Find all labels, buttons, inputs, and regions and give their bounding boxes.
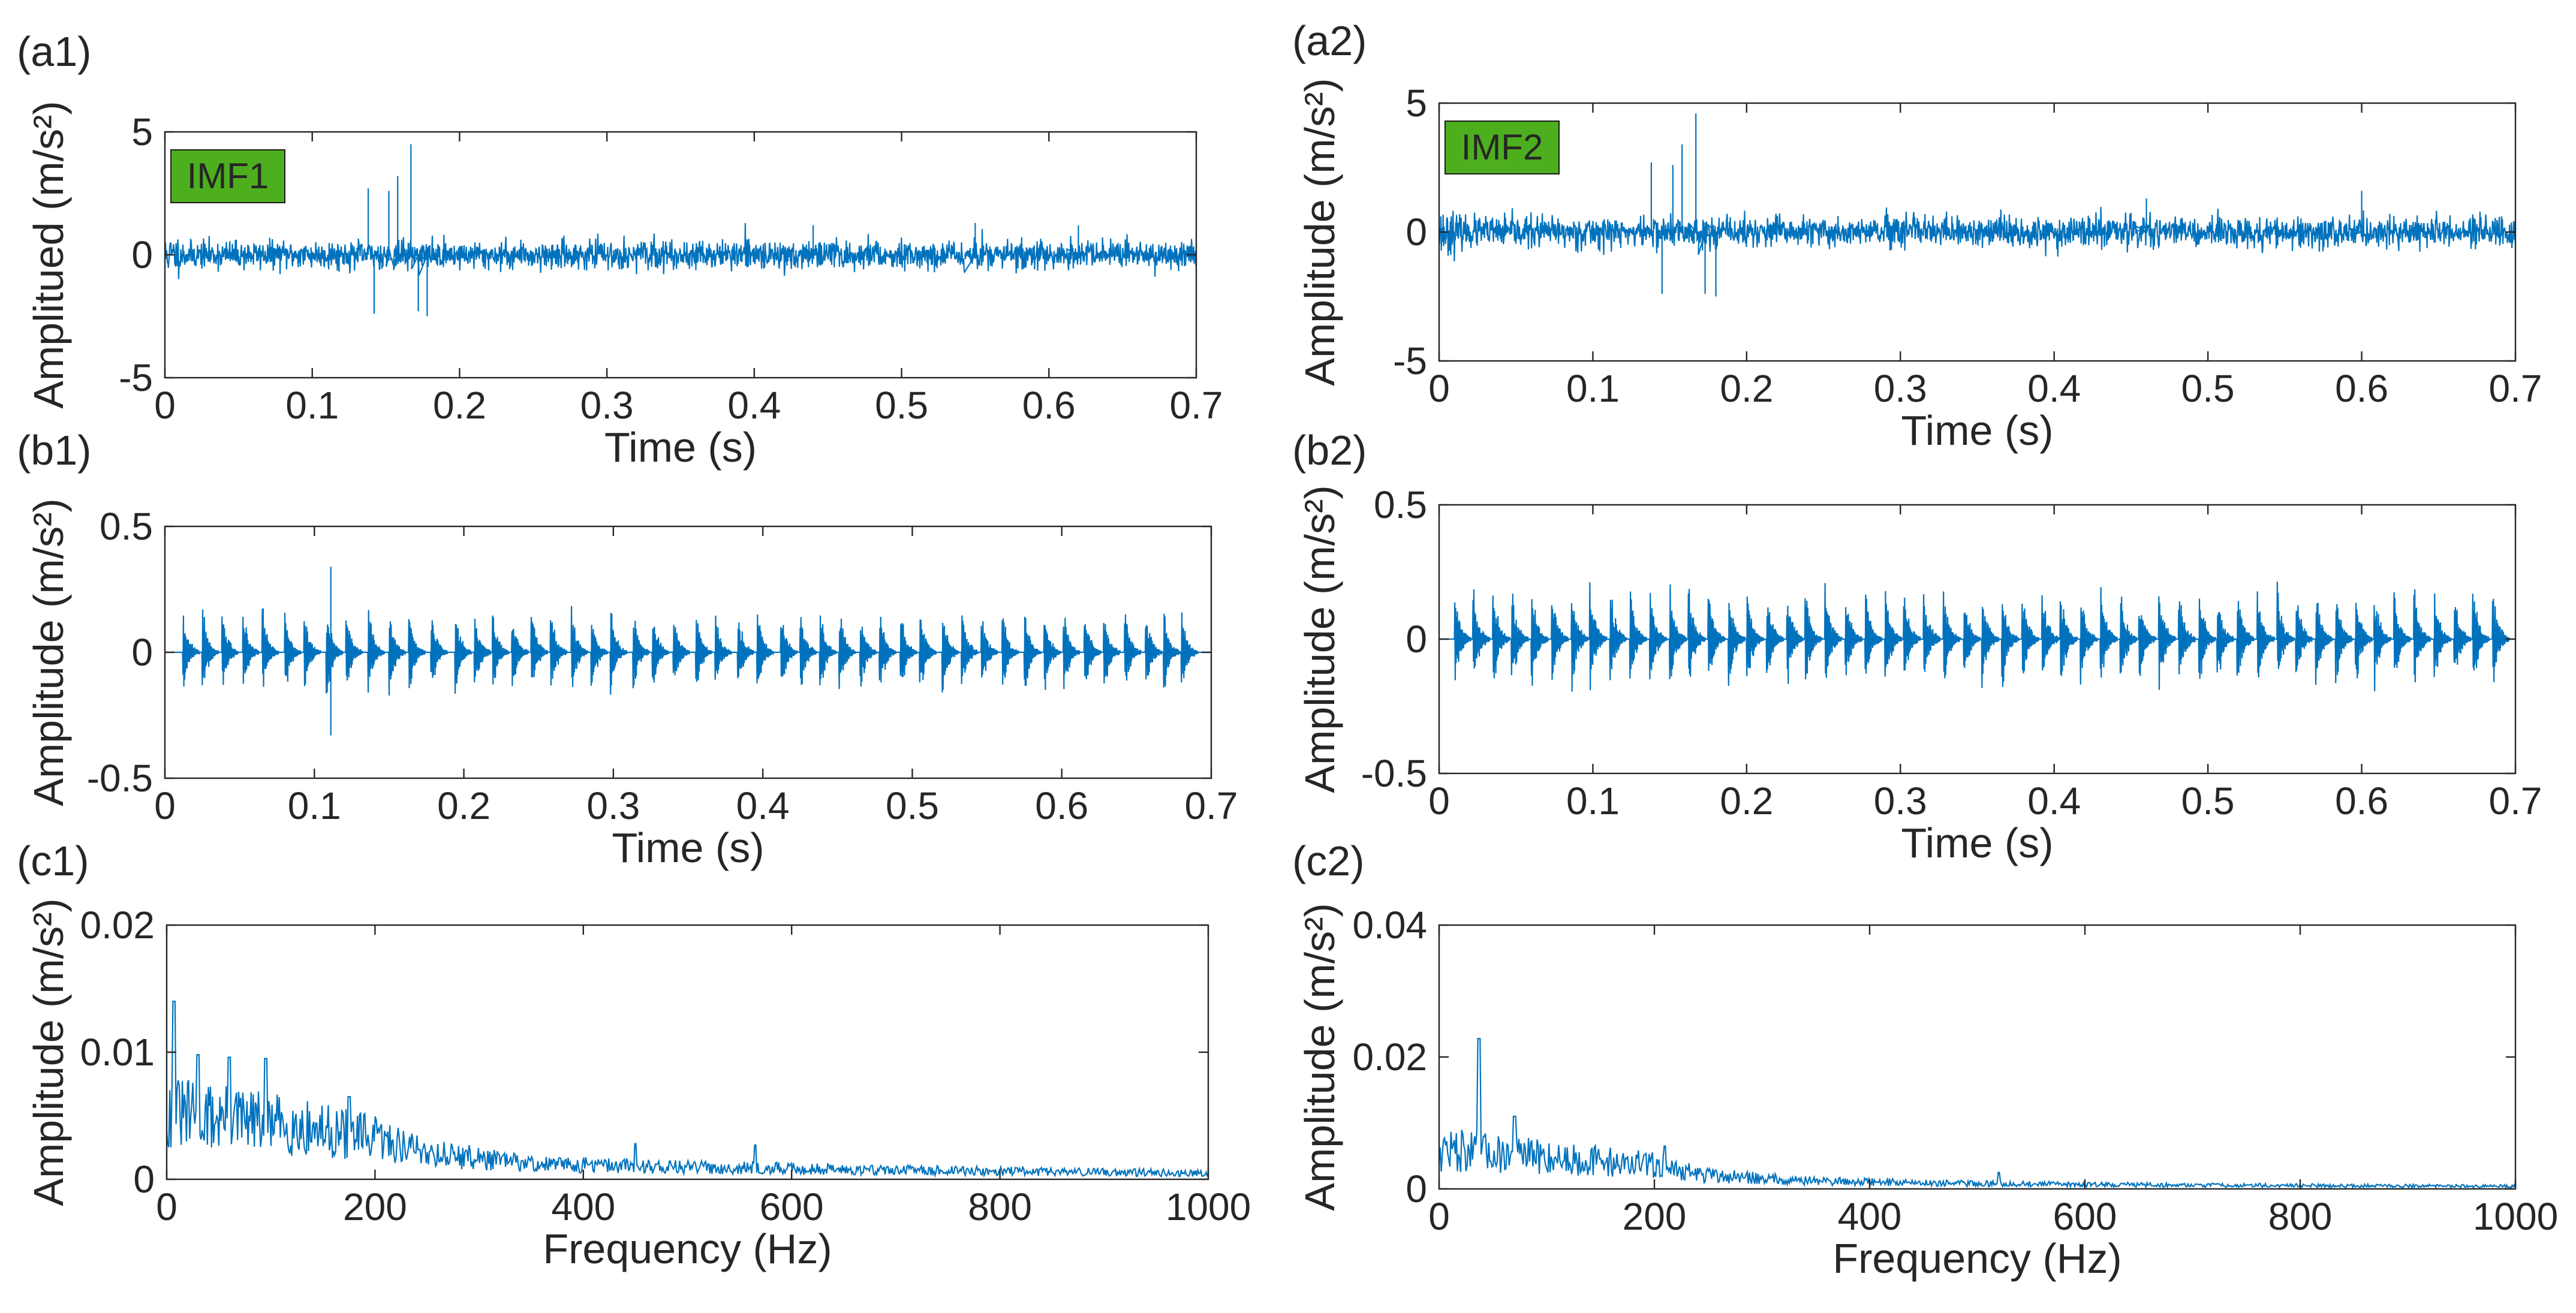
x-tick-label: 400 — [551, 1185, 615, 1228]
x-tick-label: 0.6 — [1022, 384, 1076, 427]
y-axis-label: Amplitued (m/s²) — [25, 101, 72, 408]
x-tick-label: 0.4 — [727, 384, 781, 427]
y-tick-label: -0.5 — [1361, 752, 1427, 795]
x-tick-label: 0.2 — [433, 384, 486, 427]
x-tick-label: 800 — [968, 1185, 1032, 1228]
imf-badge-label: IMF1 — [187, 156, 269, 196]
x-tick-label: 0.7 — [2489, 367, 2542, 410]
y-tick-label: 0.5 — [1374, 483, 1427, 526]
y-tick-label: 0.02 — [80, 904, 155, 947]
chart-panel-c2: 0 200 400 600 800 1000 0 0.02 0.04 Frequency (Hz)… — [1292, 838, 2558, 1282]
y-tick-label: 0 — [1406, 1167, 1427, 1210]
x-axis-label: Frequency (Hz) — [1832, 1235, 2121, 1282]
x-tick-label: 0.7 — [2489, 779, 2542, 823]
x-axis-label: Time (s) — [612, 824, 764, 871]
x-tick-label: 0.2 — [1720, 367, 1773, 410]
series-line — [1439, 113, 2517, 297]
x-tick-label: 0.4 — [2027, 367, 2081, 410]
panel-label: (b2) — [1292, 427, 1367, 474]
y-tick-label: -5 — [1393, 339, 1427, 383]
x-tick-label: 600 — [2053, 1195, 2117, 1238]
x-axis-label: Frequency (Hz) — [543, 1225, 832, 1272]
axes-box — [1438, 924, 2517, 1190]
y-tick-label: 0 — [131, 631, 153, 674]
x-tick-label: 0.4 — [736, 784, 790, 827]
y-tick-label: 0.5 — [100, 505, 153, 548]
panel-label: (a1) — [17, 28, 91, 75]
panel-label: (c2) — [1292, 838, 1365, 884]
x-tick-label: 0 — [154, 784, 176, 827]
x-tick-label: 0.5 — [2181, 779, 2235, 823]
x-tick-label: 0.6 — [2335, 779, 2388, 823]
imf-badge-label: IMF2 — [1461, 127, 1543, 167]
panel-label: (a2) — [1292, 17, 1367, 64]
x-tick-label: 0.7 — [1170, 384, 1223, 427]
x-tick-label: 0.6 — [2335, 367, 2388, 410]
x-tick-label: 0.5 — [2181, 367, 2235, 410]
x-tick-label: 0.1 — [1566, 779, 1620, 823]
x-tick-label: 0 — [1428, 367, 1450, 410]
x-tick-label: 0.5 — [886, 784, 939, 827]
y-tick-label: 5 — [131, 110, 153, 153]
y-axis-label: Amplitude (m/s²) — [1296, 485, 1343, 793]
y-tick-label: 0 — [133, 1158, 155, 1201]
y-tick-label: 0.02 — [1352, 1035, 1427, 1079]
x-tick-label: 200 — [1623, 1195, 1687, 1238]
y-axis-label: Amplitude (m/s²) — [25, 898, 72, 1206]
y-tick-label: 0 — [131, 233, 153, 276]
y-tick-label: 5 — [1406, 82, 1427, 125]
series-line — [165, 1001, 1209, 1178]
series-line — [1438, 1038, 2517, 1190]
series-line — [164, 144, 1197, 317]
x-tick-label: 0.1 — [285, 384, 339, 427]
x-tick-label: 0.2 — [437, 784, 490, 827]
x-tick-label: 0.3 — [1874, 367, 1927, 410]
y-tick-label: 0.04 — [1352, 904, 1427, 947]
y-axis-label: Amplitude (m/s²) — [25, 498, 72, 806]
x-tick-label: 1000 — [1166, 1185, 1251, 1228]
panel-label: (b1) — [17, 427, 91, 474]
x-tick-label: 0 — [1428, 1195, 1450, 1238]
y-tick-label: -5 — [119, 356, 153, 399]
y-tick-label: 0 — [1406, 618, 1427, 661]
panel-label: (c1) — [17, 838, 89, 884]
x-tick-label: 0 — [1428, 779, 1450, 823]
chart-panel-c1: 0 200 400 600 800 1000 0 0.01 0.02 Frequency (Hz)… — [17, 838, 1251, 1272]
imf-badge — [1445, 121, 1560, 174]
x-tick-label: 0 — [156, 1185, 177, 1228]
x-tick-label: 0.6 — [1035, 784, 1088, 827]
x-tick-label: 0.3 — [586, 784, 640, 827]
x-tick-label: 0.5 — [875, 384, 928, 427]
x-axis-label: Time (s) — [1901, 407, 2053, 454]
x-tick-label: 0.7 — [1185, 784, 1238, 827]
x-tick-label: 1000 — [2473, 1195, 2558, 1238]
imf-badge — [170, 149, 285, 203]
x-tick-label: 800 — [2268, 1195, 2333, 1238]
x-tick-label: 400 — [1838, 1195, 1902, 1238]
x-tick-label: 0.3 — [580, 384, 634, 427]
x-tick-label: 600 — [760, 1185, 824, 1228]
x-tick-label: 0.2 — [1720, 779, 1773, 823]
x-tick-label: 0.1 — [288, 784, 341, 827]
series-line — [165, 567, 1211, 736]
y-tick-label: 0.01 — [80, 1031, 155, 1074]
x-tick-label: 0 — [154, 384, 176, 427]
y-tick-label: 0 — [1406, 210, 1427, 254]
x-tick-label: 200 — [343, 1185, 407, 1228]
series-line — [1439, 582, 2515, 692]
x-axis-label: Time (s) — [604, 424, 757, 471]
x-tick-label: 0.1 — [1566, 367, 1620, 410]
y-axis-label: Amplitude (m/s²) — [1296, 78, 1343, 386]
y-axis-label: Amplitude (m/s²) — [1296, 903, 1343, 1210]
y-tick-label: -0.5 — [87, 757, 153, 800]
x-axis-label: Time (s) — [1901, 820, 2053, 866]
x-tick-label: 0.3 — [1874, 779, 1927, 823]
x-tick-label: 0.4 — [2027, 779, 2081, 823]
